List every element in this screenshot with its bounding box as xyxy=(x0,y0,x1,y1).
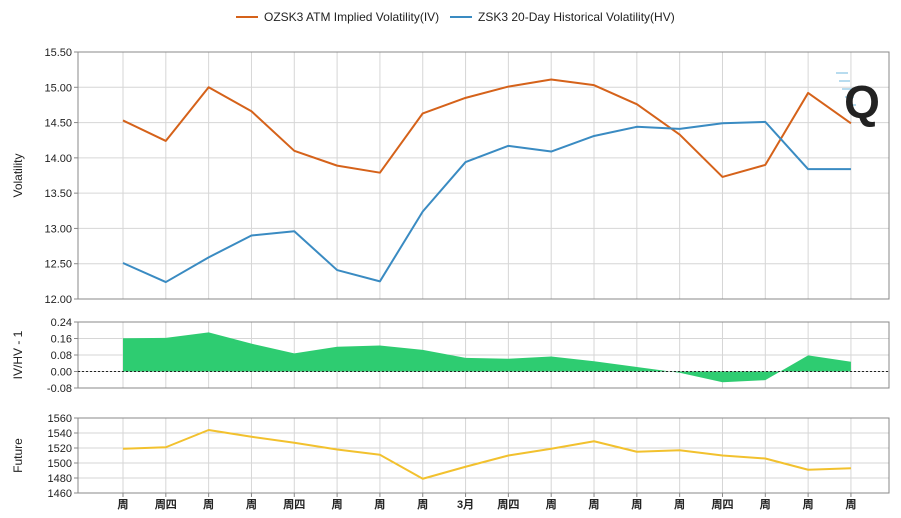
future-axis-label: Future xyxy=(11,438,25,473)
y-tick-label: 1540 xyxy=(48,428,72,440)
watermark-stripe xyxy=(839,80,850,82)
y-tick-label: 14.50 xyxy=(44,118,72,130)
hv-series-line xyxy=(122,120,851,284)
x-tick-label: 周 xyxy=(332,498,343,511)
y-tick-label: 1560 xyxy=(48,413,72,425)
x-tick-label: 周 xyxy=(589,498,600,511)
x-tick-label: 周 xyxy=(546,498,557,511)
volatility-frame xyxy=(77,51,890,300)
watermark-stripe xyxy=(842,88,852,90)
x-tick-label: 周四 xyxy=(283,498,305,511)
watermark-stripe xyxy=(845,96,854,98)
x-tick-label: 周 xyxy=(845,498,856,511)
y-tick-label: 12.00 xyxy=(44,294,72,306)
future-series-line xyxy=(122,429,851,480)
x-tick-label: 周 xyxy=(417,498,428,511)
watermark-stripe xyxy=(836,72,848,74)
x-tick-label: 周 xyxy=(203,498,214,511)
y-tick-label: 1460 xyxy=(48,488,72,500)
watermark-stripe xyxy=(848,104,856,106)
x-tick-label: 周 xyxy=(374,498,385,511)
x-tick-label: 周 xyxy=(674,498,685,511)
iv-series-line xyxy=(122,78,852,178)
ratio-panel: -0.08 0.00 0.08 0.16 0.24 IV/HV - 1 xyxy=(11,317,890,395)
y-tick-label: 15.00 xyxy=(44,82,72,94)
ratio-area xyxy=(123,332,851,383)
y-tick-label: 13.50 xyxy=(44,188,72,200)
x-tick-label: 周 xyxy=(803,498,814,511)
ratio-axis-label: IV/HV - 1 xyxy=(11,330,25,379)
x-tick-label: 周 xyxy=(118,498,129,511)
x-tick-label: 周四 xyxy=(155,498,177,511)
x-tick-label: 周 xyxy=(631,498,642,511)
y-tick-label: 1520 xyxy=(48,443,72,455)
watermark-stripe xyxy=(851,112,858,114)
x-axis: 周 周四 周 周 周四 周 周 周 3月 周四 周 周 周 周 周四 周 周 周 xyxy=(118,493,856,511)
x-tick-label: 3月 xyxy=(457,498,474,511)
x-tick-label: 周 xyxy=(246,498,257,511)
y-tick-label: 0.24 xyxy=(51,317,72,329)
y-tick-label: 1480 xyxy=(48,473,72,485)
legend-label-hv: ZSK3 20-Day Historical Volatility(HV) xyxy=(478,10,675,24)
y-tick-label: 0.00 xyxy=(51,367,72,379)
future-frame xyxy=(77,417,890,494)
y-tick-label: 0.16 xyxy=(51,334,72,346)
y-tick-label: -0.08 xyxy=(47,383,72,395)
x-tick-label: 周 xyxy=(760,498,771,511)
q-logo-icon: Q xyxy=(836,72,880,128)
y-tick-label: 0.08 xyxy=(51,350,72,362)
ratio-frame xyxy=(77,321,890,389)
x-tick-label: 周四 xyxy=(497,498,519,511)
y-tick-label: 12.50 xyxy=(44,259,72,271)
legend: OZSK3 ATM Implied Volatility(IV) ZSK3 20-… xyxy=(236,10,675,24)
y-tick-label: 13.00 xyxy=(44,223,72,235)
legend-label-iv: OZSK3 ATM Implied Volatility(IV) xyxy=(264,10,439,24)
volatility-axis-label: Volatility xyxy=(11,153,25,197)
x-tick-label: 周四 xyxy=(711,498,733,511)
volatility-panel: 12.00 12.50 13.00 13.50 14.00 14.50 15.00 15.50… xyxy=(11,47,890,306)
y-tick-label: 14.00 xyxy=(44,153,72,165)
y-tick-label: 15.50 xyxy=(44,47,72,59)
y-tick-label: 1500 xyxy=(48,458,72,470)
watermark-letter: Q xyxy=(844,76,880,128)
future-panel: 1460 1480 1500 1520 1540 1560 Future xyxy=(11,413,890,500)
